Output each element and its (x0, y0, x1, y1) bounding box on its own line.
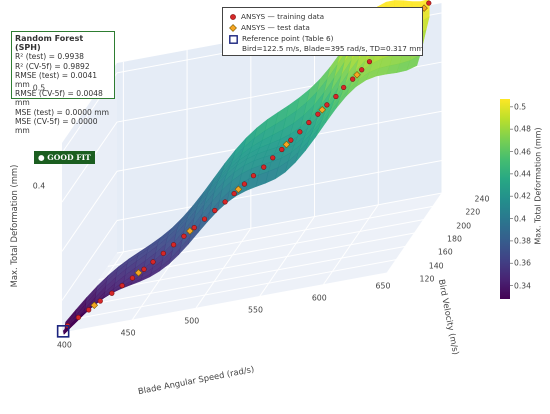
x-tick-label: 600 (311, 293, 327, 303)
y-tick-label: 200 (456, 221, 472, 231)
legend-reference-detail: Bird=122.5 m/s, Blade=395 rad/s, TD=0.31… (242, 44, 424, 53)
surface-patch-32-7 (394, 0, 404, 4)
training-point-8 (150, 259, 156, 265)
colorbar-tick-label: 0.4 (514, 214, 527, 224)
legend-label-reference: Reference point (Table 6) (242, 34, 334, 43)
legend-label-training: ANSYS — training data (241, 12, 325, 21)
colorbar-title: Max. Total Deformation (mm) (533, 127, 543, 245)
blue-square-icon (229, 34, 238, 44)
training-point-2 (86, 307, 92, 313)
metrics-box: Random Forest (SPH) R² (test) = 0.9938 R… (11, 31, 115, 135)
training-point-29 (350, 76, 356, 82)
y-tick-label: 160 (437, 247, 453, 257)
training-point-12 (191, 225, 197, 231)
metric-mse-test: MSE (test) = 0.0000 mm (15, 107, 110, 117)
training-point-16 (231, 190, 237, 197)
grid-line-z-side-3 (61, 220, 118, 301)
training-point-26 (324, 102, 330, 108)
training-point-28 (341, 84, 347, 91)
colorbar-tick-label: 0.42 (514, 191, 531, 201)
red-dot-icon (230, 14, 236, 20)
side-wall (62, 63, 117, 333)
test-point-6 (353, 71, 361, 79)
training-point-1 (75, 314, 82, 321)
training-point-22 (288, 137, 294, 143)
x-tick-label: 550 (248, 305, 263, 314)
test-point-5 (318, 106, 326, 114)
x-tick-label: 650 (375, 281, 391, 291)
surface-patch-33-7 (403, 0, 413, 5)
grid-line-y-floor-1 (71, 259, 397, 321)
metric-rmse-test: RMSE (test) = 0.0041 mm (15, 70, 98, 90)
training-point-9 (160, 250, 166, 256)
training-point-17 (241, 181, 248, 187)
training-point-6 (129, 275, 136, 281)
training-point-21 (279, 146, 285, 153)
grid-line-y-floor-2 (80, 245, 406, 307)
training-point-19 (261, 164, 267, 170)
good-fit-badge: ● GOOD FIT (34, 151, 95, 164)
x-tick-label: 450 (120, 328, 136, 338)
surface-patch-34-7 (411, 1, 421, 5)
legend-item-training[interactable]: ANSYS — training data (229, 12, 324, 21)
training-point-18 (250, 173, 257, 179)
training-point-10 (171, 242, 177, 248)
grid-line-y-floor-0 (61, 272, 388, 334)
training-point-13 (201, 216, 208, 222)
training-point-20 (270, 155, 276, 161)
x-tick-label: 500 (184, 316, 200, 326)
grid-line-z-back-3 (116, 160, 443, 222)
metrics-title: Random Forest (SPH) (15, 34, 84, 53)
colorbar-tick-label: 0.36 (514, 258, 531, 268)
metric-mse-cv: MSE (CV-5f) = 0.0000 mm (15, 116, 98, 136)
test-point-4 (282, 140, 291, 149)
metric-r2-cv: R² (CV-5f) = 0.9892 (15, 61, 90, 71)
training-point-4 (109, 290, 115, 296)
z-tick-label: 0.4 (32, 181, 46, 191)
training-point-30 (359, 67, 365, 73)
legend: ANSYS — training data ANSYS — test data … (222, 7, 423, 56)
training-point-11 (181, 233, 187, 239)
test-point-3 (234, 185, 243, 194)
test-point-0 (90, 301, 99, 310)
training-point-23 (297, 129, 303, 135)
y-tick-label: 180 (447, 234, 462, 244)
y-tick-label: 140 (428, 261, 444, 271)
colorbar-tick-label: 0.48 (514, 124, 531, 134)
colorbar-tick-label: 0.46 (514, 147, 531, 156)
z-axis-title: Max. Total Deformation (mm) (9, 164, 19, 288)
training-point-24 (306, 119, 312, 126)
test-point-2 (186, 227, 194, 235)
y-tick-label: 240 (474, 194, 490, 204)
reference-point-marker (56, 325, 70, 338)
training-point-5 (119, 283, 125, 289)
colorbar-tick-label: 0.34 (514, 281, 531, 291)
legend-label-test: ANSYS — test data (241, 23, 310, 32)
training-point-3 (97, 298, 103, 304)
training-point-27 (333, 93, 339, 100)
legend-item-test[interactable]: ANSYS — test data (229, 23, 310, 32)
training-point-31 (366, 59, 373, 65)
metric-r2-test: R² (test) = 0.9938 (15, 52, 85, 62)
training-point-7 (141, 266, 147, 272)
y-tick-label: 220 (465, 207, 481, 217)
colorbar (500, 99, 510, 299)
training-point-25 (315, 111, 321, 117)
colorbar-tick-label: 0.38 (514, 236, 531, 246)
x-tick-label: 400 (56, 340, 72, 350)
legend-item-reference[interactable]: Reference point (Table 6) (229, 34, 334, 44)
colorbar-tick-label: 0.5 (514, 102, 527, 112)
training-point-14 (212, 207, 218, 214)
training-point-38 (426, 0, 432, 6)
colorbar-tick-label: 0.44 (514, 169, 531, 179)
metric-rmse-cv: RMSE (CV-5f) = 0.0048 mm (15, 89, 103, 108)
test-point-1 (134, 269, 143, 277)
orange-diamond-icon (229, 24, 237, 32)
y-tick-label: 120 (419, 274, 435, 284)
grid-line-y-floor-3 (89, 232, 415, 294)
grid-line-z-side-0 (61, 171, 118, 252)
z-tick-label: 0.5 (32, 83, 46, 93)
training-point-15 (222, 199, 228, 205)
